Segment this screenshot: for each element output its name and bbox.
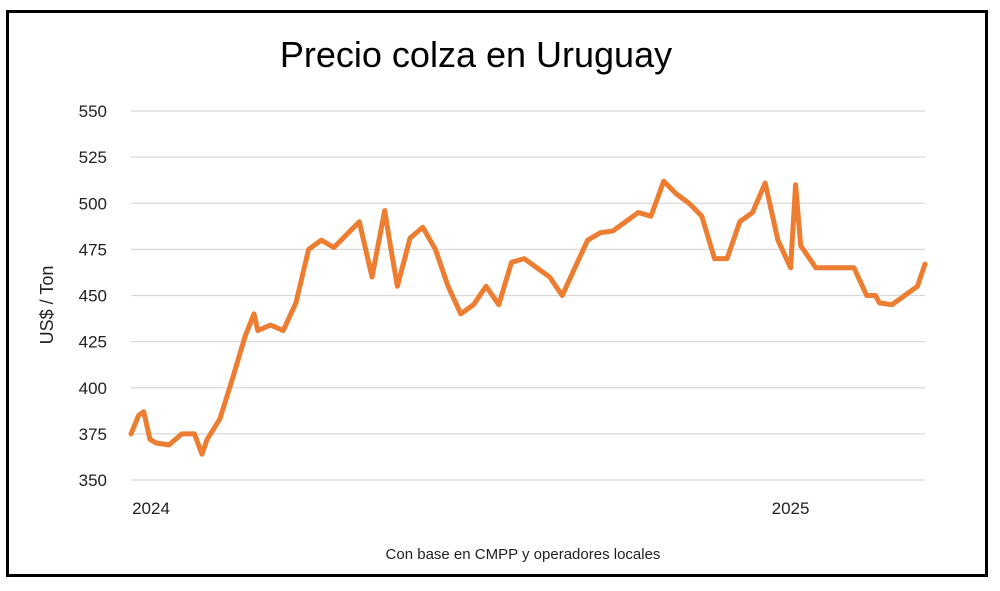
x-tick-label: 2024 (132, 499, 170, 518)
y-tick-label: 475 (79, 240, 107, 259)
source-note: Con base en CMPP y operadores locales (386, 546, 661, 563)
y-tick-label: 525 (79, 148, 107, 167)
series-line (128, 178, 928, 457)
chart: Precio colza en Uruguay 350 375 400 425 450 4… (37, 34, 928, 563)
x-tick-label: 2025 (772, 499, 810, 518)
y-tick-label: 400 (79, 379, 107, 398)
y-tick-label: 425 (79, 333, 107, 352)
y-tick-label: 350 (79, 471, 107, 490)
y-axis-ticks: 350 375 400 425 450 475 500 525 550 (79, 102, 107, 490)
x-axis-ticks: 2024 2025 (132, 499, 809, 518)
y-tick-label: 550 (79, 102, 107, 121)
grid-lines (131, 110, 925, 481)
y-tick-label: 375 (79, 425, 107, 444)
chart-title: Precio colza en Uruguay (280, 34, 672, 75)
chart-frame: Precio colza en Uruguay 350 375 400 425 450 4… (6, 10, 988, 577)
y-tick-label: 450 (79, 287, 107, 306)
y-axis-label: US$ / Ton (37, 266, 57, 345)
y-tick-label: 500 (79, 194, 107, 213)
series-layer (128, 178, 928, 457)
